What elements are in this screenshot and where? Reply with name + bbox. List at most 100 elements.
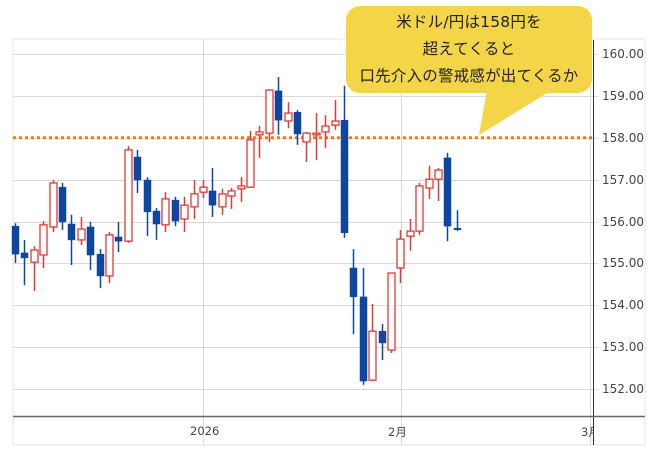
y-tick-label: 160.00 bbox=[602, 47, 644, 61]
candle-up bbox=[30, 246, 39, 292]
candle-down bbox=[58, 182, 67, 230]
y-tick-label: 158.00 bbox=[602, 130, 644, 145]
candle-body bbox=[312, 132, 321, 136]
candles bbox=[11, 77, 462, 385]
candle-down bbox=[349, 249, 358, 335]
candle-up bbox=[302, 131, 311, 163]
candle-up bbox=[387, 272, 396, 353]
candle-body bbox=[368, 330, 377, 381]
candle-up bbox=[199, 180, 208, 199]
candle-body bbox=[39, 224, 48, 256]
y-tick-label: 155.00 bbox=[602, 256, 644, 271]
candle-body bbox=[246, 139, 255, 188]
candle-body bbox=[387, 272, 396, 351]
candle-body bbox=[302, 132, 311, 143]
candle-up bbox=[49, 180, 58, 232]
candle-body bbox=[30, 249, 39, 263]
x-tick-label: 2026 bbox=[190, 424, 220, 438]
candle-body bbox=[143, 179, 152, 213]
candle-body bbox=[67, 223, 76, 241]
candle-body bbox=[378, 330, 387, 344]
candle-up bbox=[284, 102, 293, 129]
candle-up bbox=[180, 196, 189, 232]
candle-body bbox=[293, 111, 302, 135]
candle-up bbox=[265, 89, 274, 142]
x-tick-label: 2月 bbox=[388, 425, 407, 439]
candle-body bbox=[180, 204, 189, 220]
candle-down bbox=[152, 208, 161, 240]
candle-body bbox=[425, 178, 434, 189]
candle-up bbox=[77, 216, 86, 245]
candle-body bbox=[11, 225, 20, 255]
bubble-tail bbox=[479, 90, 552, 135]
candle-body bbox=[255, 131, 264, 136]
candle-down bbox=[20, 239, 29, 286]
y-tick-label: 154.00 bbox=[602, 298, 644, 313]
candle-body bbox=[152, 210, 161, 225]
candle-down bbox=[208, 167, 217, 217]
candle-up bbox=[396, 229, 405, 284]
candle-up bbox=[415, 182, 424, 235]
candle-body bbox=[265, 89, 274, 134]
candle-body bbox=[49, 182, 58, 228]
candle-up bbox=[321, 115, 330, 148]
candle-body bbox=[133, 156, 142, 181]
candle-body bbox=[331, 120, 340, 126]
candle-down bbox=[443, 152, 452, 242]
candle-up bbox=[246, 131, 255, 188]
candle-up bbox=[406, 218, 415, 251]
candle-down bbox=[274, 77, 283, 135]
candle-body bbox=[406, 230, 415, 237]
candle-body bbox=[20, 252, 29, 259]
candle-down bbox=[359, 267, 368, 385]
y-tick-label: 157.00 bbox=[602, 172, 644, 187]
candle-body bbox=[453, 227, 462, 230]
candle-up bbox=[161, 192, 170, 232]
candle-body bbox=[124, 149, 133, 242]
candle-down bbox=[96, 249, 105, 289]
annotation-line-2: 超えてくると bbox=[422, 40, 516, 58]
candle-down bbox=[171, 196, 180, 227]
candle-up bbox=[124, 146, 133, 243]
candle-body bbox=[218, 193, 227, 208]
annotation-line-1: 米ドル/円は158円を bbox=[396, 13, 542, 31]
candle-down bbox=[143, 177, 152, 237]
candle-down bbox=[11, 223, 20, 263]
candle-down bbox=[114, 221, 123, 253]
annotation-bubble: 米ドル/円は158円を 超えてくると 口先介入の警戒感が出てくるか bbox=[346, 6, 592, 93]
y-tick-label: 159.00 bbox=[602, 88, 644, 103]
candle-down bbox=[378, 324, 387, 361]
candle-body bbox=[321, 125, 330, 133]
candle-body bbox=[208, 190, 217, 206]
candle-body bbox=[349, 267, 358, 298]
candle-down bbox=[67, 214, 76, 266]
candle-down bbox=[453, 210, 462, 232]
candle-body bbox=[58, 186, 67, 223]
candle-body bbox=[77, 228, 86, 241]
candle-down bbox=[293, 110, 302, 145]
candle-body bbox=[190, 193, 199, 208]
candle-up bbox=[227, 188, 236, 209]
candle-down bbox=[133, 149, 142, 194]
candle-body bbox=[227, 190, 236, 197]
candle-up bbox=[190, 180, 199, 219]
candle-up bbox=[434, 167, 443, 201]
candle-down bbox=[340, 85, 349, 238]
candle-up bbox=[425, 165, 434, 199]
candle-body bbox=[340, 119, 349, 234]
candle-body bbox=[396, 238, 405, 269]
candle-body bbox=[434, 169, 443, 180]
candle-up bbox=[218, 188, 227, 215]
candle-body bbox=[359, 296, 368, 382]
candle-down bbox=[86, 221, 95, 271]
y-tick-label: 156.00 bbox=[602, 214, 644, 229]
candle-body bbox=[274, 90, 283, 121]
x-tick-label: 3月 bbox=[581, 425, 593, 439]
candle-up bbox=[368, 303, 377, 382]
candle-body bbox=[161, 198, 170, 226]
candle-body bbox=[96, 253, 105, 277]
candle-body bbox=[114, 236, 123, 242]
candle-body bbox=[86, 226, 95, 256]
candle-up bbox=[105, 231, 114, 284]
